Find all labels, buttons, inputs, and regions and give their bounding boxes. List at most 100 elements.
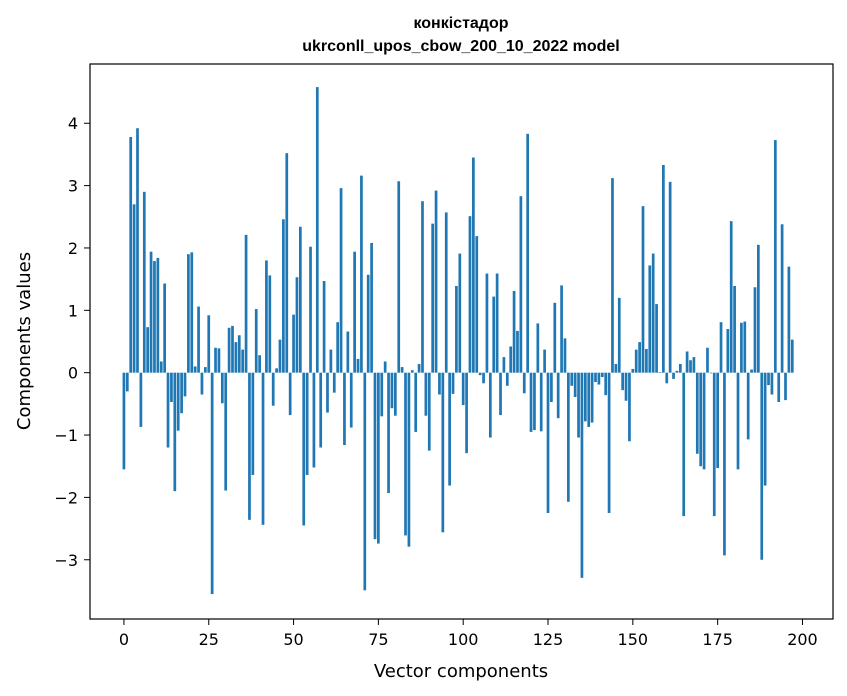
bar-component-25 [207, 315, 211, 373]
bar-component-163 [675, 370, 679, 373]
bar-component-32 [231, 325, 234, 373]
bar-component-112 [502, 357, 506, 373]
chart-subtitle: ukrconll_upos_cbow_200_10_2022 model [302, 38, 619, 55]
bar-component-109 [492, 296, 496, 373]
bar-component-129 [560, 285, 563, 373]
bar-component-98 [455, 286, 458, 373]
bar-component-38 [251, 372, 255, 475]
bar-component-187 [757, 244, 760, 373]
x-tick-label: 200 [787, 630, 818, 649]
bar-component-161 [668, 181, 672, 373]
chart-title: конкістадор [413, 15, 508, 32]
bar-component-67 [349, 372, 353, 428]
bar-component-22 [197, 306, 200, 373]
bar-component-46 [278, 339, 282, 373]
bar-component-57 [315, 87, 319, 373]
bar-component-126 [550, 372, 553, 402]
x-tick-label: 100 [448, 630, 479, 649]
bar-component-178 [726, 329, 730, 373]
bar-component-95 [444, 212, 448, 373]
bar-component-35 [241, 349, 245, 373]
bar-component-155 [648, 265, 652, 373]
bar-component-118 [522, 372, 526, 394]
bar-component-186 [753, 287, 757, 373]
bar-component-89 [424, 372, 428, 416]
bar-component-70 [360, 175, 363, 373]
bar-component-145 [614, 363, 618, 373]
bar-component-20 [190, 252, 194, 373]
bar-component-182 [740, 322, 743, 373]
bar-component-119 [526, 133, 530, 373]
bar-component-28 [217, 348, 221, 373]
bar-component-2 [129, 136, 133, 373]
bar-component-197 [790, 339, 794, 373]
bar-component-40 [258, 355, 261, 373]
bar-component-13 [166, 372, 170, 448]
bar-component-48 [285, 153, 289, 373]
bar-component-65 [343, 372, 346, 446]
bar-component-82 [400, 367, 404, 373]
bar-component-125 [546, 372, 550, 513]
bar-component-183 [743, 321, 747, 373]
bar-component-6 [142, 191, 146, 373]
bar-component-56 [312, 372, 316, 468]
bar-component-68 [353, 251, 356, 373]
bar-component-105 [478, 372, 482, 376]
bar-component-124 [543, 349, 546, 373]
bar-component-160 [665, 372, 669, 384]
bar-component-134 [577, 372, 580, 438]
bar-component-72 [366, 274, 370, 373]
bar-component-116 [516, 330, 519, 373]
bar-component-184 [746, 372, 750, 440]
bar-component-18 [183, 372, 187, 397]
bar-component-59 [322, 281, 326, 373]
bar-component-16 [176, 372, 180, 431]
bar-component-49 [288, 372, 292, 416]
bar-component-23 [200, 372, 204, 395]
bar-component-117 [519, 196, 523, 373]
bar-component-66 [346, 331, 350, 373]
bar-component-196 [787, 266, 791, 373]
bar-component-162 [672, 372, 675, 379]
bar-component-151 [634, 349, 638, 373]
y-tick-label: 0 [68, 364, 78, 383]
bar-component-0 [122, 372, 126, 470]
bar-component-191 [770, 372, 774, 395]
bar-component-30 [224, 372, 228, 491]
bar-component-92 [434, 190, 438, 373]
bar-component-177 [723, 372, 726, 556]
bar-component-15 [173, 372, 177, 492]
y-axis-label: Components values [14, 252, 35, 430]
bar-component-78 [387, 372, 390, 494]
bar-component-159 [662, 165, 665, 373]
bar-component-172 [706, 347, 709, 373]
bar-component-127 [553, 302, 557, 373]
bar-component-7 [146, 327, 150, 373]
bar-component-148 [624, 372, 628, 401]
bar-component-50 [292, 314, 295, 373]
bar-component-107 [485, 273, 489, 373]
bar-component-180 [733, 286, 736, 373]
bar-component-114 [509, 346, 513, 373]
bar-component-58 [319, 372, 323, 448]
bar-component-176 [719, 322, 723, 373]
bar-component-60 [326, 372, 329, 413]
bar-component-169 [695, 372, 699, 454]
bar-component-11 [159, 361, 163, 373]
bar-component-168 [692, 357, 696, 373]
bar-component-41 [261, 372, 265, 525]
bar-component-144 [611, 178, 614, 373]
bar-component-39 [254, 309, 258, 373]
bar-component-164 [678, 363, 682, 373]
bar-component-154 [645, 348, 648, 373]
bar-component-104 [475, 236, 479, 373]
bar-component-165 [682, 372, 686, 517]
bar-component-29 [220, 372, 224, 404]
bar-component-45 [275, 368, 278, 373]
bar-component-192 [773, 140, 777, 373]
bar-component-128 [556, 372, 560, 419]
bar-component-87 [417, 363, 421, 373]
bar-component-76 [380, 372, 384, 417]
bar-component-131 [567, 372, 570, 502]
